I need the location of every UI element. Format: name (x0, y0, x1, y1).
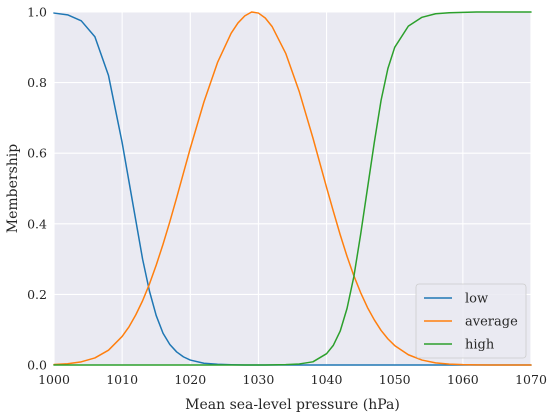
series-line-high (53, 11, 532, 366)
x-tick-label: 1070 (515, 372, 547, 387)
x-axis-label: Mean sea-level pressure (hPa) (185, 397, 400, 413)
series-line-average (53, 11, 532, 366)
y-tick-label: 0.0 (27, 358, 47, 373)
legend-label-high: high (465, 338, 495, 353)
legend-label-low: low (465, 292, 488, 307)
y-axis-label: Membership (5, 144, 21, 234)
y-tick-label: 0.8 (27, 75, 47, 90)
y-tick-label: 0.4 (27, 216, 47, 231)
x-tick-label: 1010 (106, 372, 138, 387)
x-tick-label: 1060 (447, 372, 479, 387)
x-tick-label: 1050 (379, 372, 411, 387)
x-tick-label: 1030 (243, 372, 275, 387)
x-axis-ticks: 1000 1010 1020 1030 1040 1050 1060 1070 (38, 372, 547, 387)
legend-label-average: average (465, 315, 518, 330)
x-tick-label: 1020 (174, 372, 206, 387)
legend: low average high (415, 283, 527, 359)
x-tick-label: 1040 (311, 372, 343, 387)
x-tick-label: 1000 (38, 372, 70, 387)
y-tick-label: 0.6 (27, 146, 47, 161)
y-tick-label: 1.0 (27, 5, 47, 20)
y-axis-ticks: 0.0 0.2 0.4 0.6 0.8 1.0 (27, 5, 47, 373)
legend-frame (415, 283, 527, 359)
y-tick-label: 0.2 (27, 287, 47, 302)
series-lines (53, 11, 532, 366)
